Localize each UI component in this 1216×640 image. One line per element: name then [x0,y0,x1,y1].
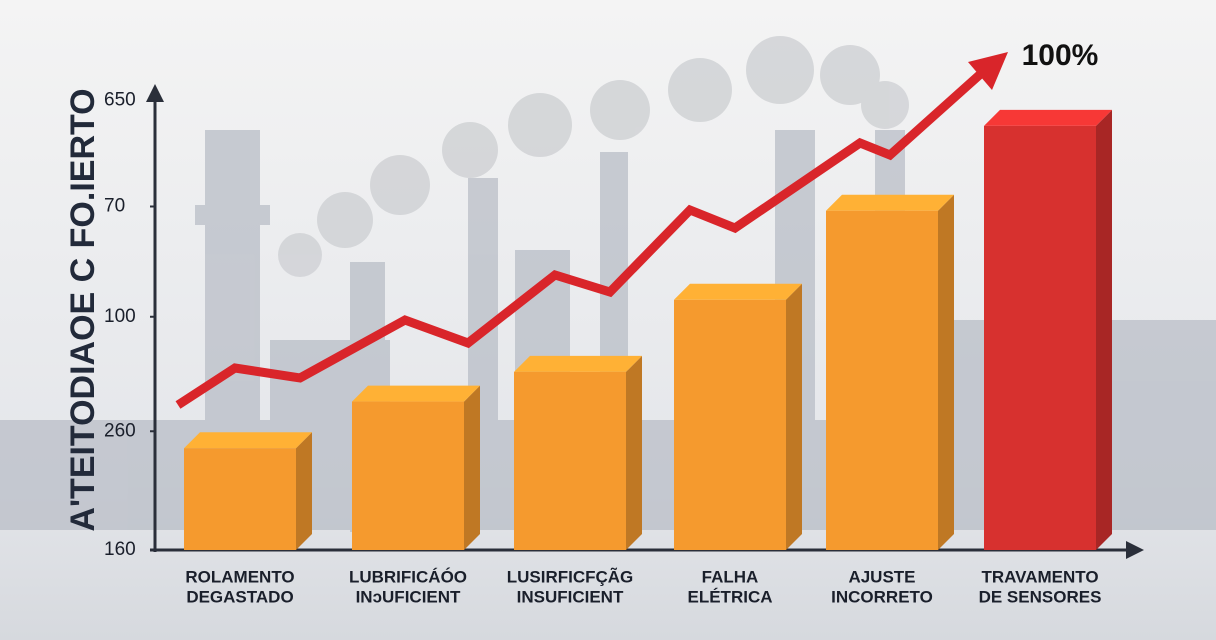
bar-top [184,432,312,449]
x-tick-label: ELÉTRICA [688,587,773,606]
bar-top [352,385,480,402]
bar [514,371,626,550]
y-tick-label: 100 [104,306,136,327]
x-tick-label: AJUSTE [848,567,915,586]
bar-side [464,385,480,550]
bar-top [514,355,642,372]
bar-side [296,432,312,550]
bar-side [786,283,802,550]
trend-arrow [175,66,989,409]
y-axis-arrow [146,84,164,102]
x-tick-label: INCORRETO [831,587,933,606]
axis-title: A'TEITODIAOE C FO.IERTO [64,88,102,531]
y-tick-label: 70 [104,196,125,217]
bars [184,109,1112,551]
bar [352,401,464,550]
y-tick-label: 160 [104,539,136,560]
bar-side [938,194,954,551]
bar-side [1096,109,1112,550]
x-tick-label: LUSIRFICFÇÃG [507,566,634,586]
x-tick-label: ROLAMENTO [185,567,294,586]
x-tick-label: FALHA [702,567,759,586]
x-tick-label: INSUFICIENT [517,587,624,606]
y-tick-label: 260 [104,420,136,441]
bar-top [984,109,1112,126]
value-label: 100% [1022,39,1099,72]
bar [826,210,938,551]
bar [984,125,1096,550]
trend-arrow-head [968,52,1008,90]
bar-side [626,355,642,550]
bar-top [826,194,954,211]
bar [674,299,786,550]
x-tick-label: INↄUFICIENT [356,587,461,606]
smoke [278,36,909,277]
x-tick-label: DE SENSORES [979,587,1102,606]
x-tick-label: DEGASTADO [186,587,293,606]
bar-top [674,283,802,300]
x-axis-arrow [1126,541,1144,559]
bar [184,448,296,550]
x-tick-label: TRAVAMENTO [981,567,1098,586]
y-tick-label: 650 [104,89,136,110]
x-tick-label: LUBRIFICÁÓO [349,567,467,586]
